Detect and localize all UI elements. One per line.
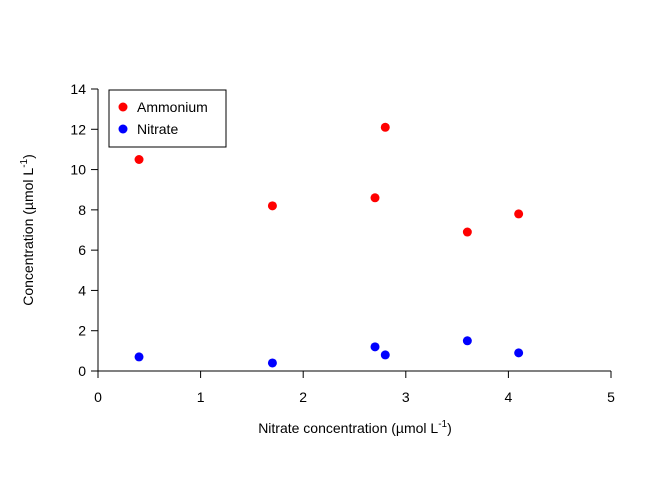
point-ammonium [267, 201, 277, 211]
point-nitrate [267, 358, 277, 368]
x-tick-label: 3 [402, 389, 410, 405]
y-tick-label: 2 [78, 323, 86, 339]
point-ammonium [462, 227, 472, 237]
point-nitrate [370, 342, 380, 352]
point-ammonium [380, 122, 390, 132]
legend-marker-ammonium [118, 102, 128, 112]
x-tick-label: 0 [94, 389, 102, 405]
legend-marker-nitrate [118, 124, 128, 134]
y-tick-label: 4 [78, 282, 86, 298]
point-ammonium [134, 155, 144, 164]
y-tick-label: 0 [78, 363, 86, 379]
y-tick-label: 12 [70, 121, 86, 137]
y-tick-label: 14 [70, 81, 86, 97]
y-ticks: 0 2 4 6 8 10 12 14 [70, 81, 98, 379]
y-tick-label: 8 [78, 202, 86, 218]
y-axis-label-end: ) [20, 154, 36, 159]
legend-label-ammonium: Ammonium [137, 99, 208, 115]
y-tick-label: 10 [70, 162, 86, 178]
point-nitrate [380, 350, 390, 360]
x-axis-label: Nitrate concentration (µmol L-1) [258, 419, 452, 436]
legend-label-nitrate: Nitrate [137, 121, 178, 137]
x-ticks: 0 1 2 3 4 5 [94, 371, 615, 405]
y-axis-label: Concentration (µmol L-1) [19, 154, 36, 306]
x-tick-label: 2 [299, 389, 307, 405]
point-nitrate [134, 352, 144, 362]
legend: Ammonium Nitrate [108, 89, 227, 148]
x-tick-label: 5 [607, 389, 615, 405]
point-nitrate [462, 336, 472, 346]
y-axis-label-main: Concentration (µmol L [20, 168, 36, 306]
y-axis-label-sup: -1 [19, 158, 30, 167]
legend-box [108, 89, 227, 148]
point-nitrate [514, 348, 524, 358]
x-axis-label-sup: -1 [438, 419, 447, 430]
y-tick-label: 6 [78, 242, 86, 258]
x-tick-label: 4 [505, 389, 513, 405]
x-axis-label-end: ) [447, 420, 452, 436]
data-points [134, 122, 524, 368]
point-ammonium [370, 193, 380, 203]
x-tick-label: 1 [197, 389, 205, 405]
point-ammonium [514, 209, 524, 219]
x-axis-label-main: Nitrate concentration (µmol L [258, 420, 438, 436]
